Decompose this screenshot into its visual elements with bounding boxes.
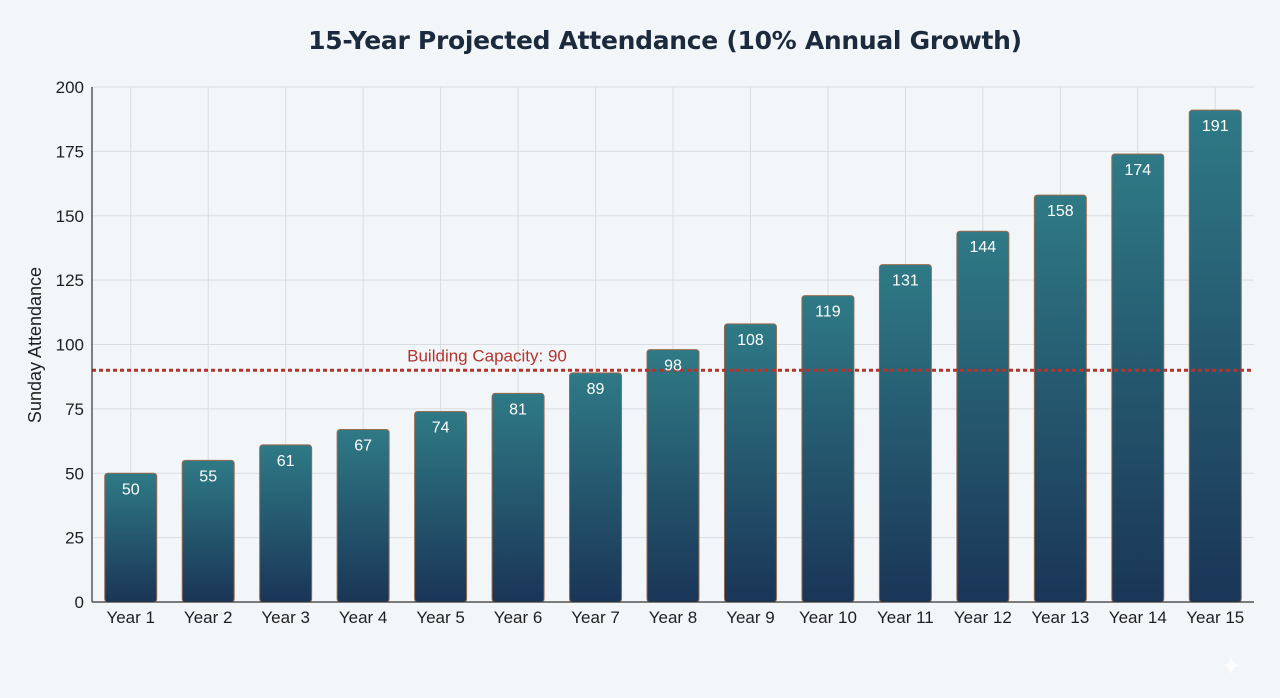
bar-data-label: 89 — [587, 381, 605, 398]
bar-data-label: 61 — [277, 453, 295, 470]
bar-year-4 — [336, 428, 390, 603]
bar-data-label: 119 — [815, 304, 841, 321]
bar-data-label: 98 — [664, 358, 682, 375]
bar-data-label: 55 — [199, 468, 217, 485]
bar-year-6 — [491, 392, 545, 603]
x-tick-label: Year 15 — [1186, 608, 1244, 627]
x-tick-label: Year 13 — [1031, 608, 1089, 627]
bar-year-7 — [569, 372, 623, 603]
x-tick-label: Year 1 — [106, 608, 155, 627]
bar-data-label: 67 — [354, 437, 372, 454]
capacity-reference-label: Building Capacity: 90 — [407, 346, 567, 365]
y-tick-label: 200 — [56, 78, 84, 97]
bar-year-5 — [414, 410, 468, 603]
y-tick-label: 50 — [65, 464, 84, 483]
reference-layer: Building Capacity: 90 — [92, 346, 1254, 372]
bar-year-13 — [1033, 194, 1087, 603]
bar-data-label: 50 — [122, 481, 140, 498]
y-tick-label: 75 — [65, 400, 84, 419]
bar-year-11 — [878, 264, 932, 603]
bar-year-14 — [1111, 153, 1165, 603]
bar-year-10 — [801, 295, 855, 603]
x-tick-label: Year 11 — [877, 608, 934, 627]
y-tick-label: 25 — [65, 529, 84, 548]
x-tick-label: Year 7 — [571, 608, 620, 627]
label-layer: 0 25 50 75 100 125 150 175 200 50 Year 1 55 Year 2 61… — [56, 78, 1245, 627]
y-tick-label: 0 — [75, 593, 84, 612]
y-axis-title: Sunday Attendance — [25, 267, 45, 423]
bar-year-9 — [723, 323, 777, 603]
bar-year-8 — [646, 349, 700, 603]
bar-data-label: 81 — [509, 401, 527, 418]
y-tick-label: 150 — [56, 207, 84, 226]
x-tick-label: Year 14 — [1109, 608, 1167, 627]
bar-data-label: 191 — [1202, 118, 1229, 135]
x-tick-label: Year 8 — [649, 608, 698, 627]
bar-data-label: 74 — [432, 419, 450, 436]
bar-layer — [104, 109, 1242, 603]
bar-data-label: 131 — [892, 273, 919, 290]
x-tick-label: Year 5 — [416, 608, 465, 627]
y-tick-label: 175 — [56, 142, 84, 161]
chart-title: 15-Year Projected Attendance (10% Annual… — [308, 26, 1022, 55]
bar-data-label: 158 — [1047, 203, 1074, 220]
sparkle-icon: ✦ — [1220, 651, 1242, 681]
x-tick-label: Year 12 — [954, 608, 1012, 627]
bar-data-label: 108 — [737, 332, 764, 349]
x-tick-label: Year 6 — [494, 608, 543, 627]
y-tick-label: 125 — [56, 271, 84, 290]
x-tick-label: Year 10 — [799, 608, 857, 627]
bar-data-label: 174 — [1124, 162, 1151, 179]
x-tick-label: Year 2 — [184, 608, 233, 627]
y-tick-label: 100 — [56, 336, 84, 355]
x-tick-label: Year 3 — [261, 608, 310, 627]
bar-year-15 — [1188, 109, 1242, 603]
x-tick-label: Year 4 — [339, 608, 388, 627]
bar-data-label: 144 — [970, 239, 997, 256]
axis-layer — [91, 87, 1254, 603]
bar-year-12 — [956, 230, 1010, 603]
x-tick-label: Year 9 — [726, 608, 775, 627]
